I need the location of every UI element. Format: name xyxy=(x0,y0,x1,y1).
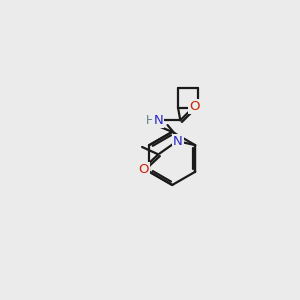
Text: N: N xyxy=(154,114,163,127)
Text: N: N xyxy=(173,135,183,148)
Text: H: H xyxy=(146,114,155,127)
Text: O: O xyxy=(189,100,200,113)
Text: O: O xyxy=(138,163,148,176)
